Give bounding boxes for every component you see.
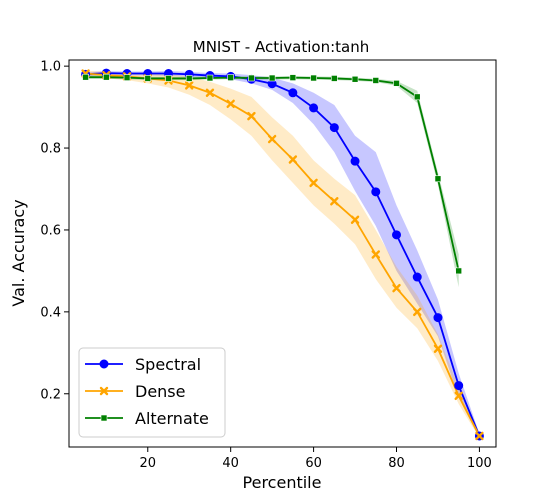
spectral-point — [350, 156, 360, 166]
chart-title: MNIST - Activation:tanh — [193, 38, 369, 56]
spectral-point — [412, 272, 422, 282]
alternate-point — [351, 75, 359, 83]
dense-point — [185, 81, 194, 90]
y-tick-label: 0.6 — [40, 223, 61, 238]
alternate-point — [268, 74, 276, 82]
dense-point — [205, 88, 215, 97]
alternate-point — [123, 74, 131, 81]
dense-point — [475, 431, 484, 441]
alternate-point — [82, 73, 89, 81]
alternate-point — [372, 77, 380, 84]
x-axis-label: Percentile — [243, 473, 322, 492]
x-tick-label: 60 — [305, 456, 322, 471]
alternate-legend-label: Alternate — [135, 409, 209, 428]
spectral-point — [392, 230, 402, 240]
dense-point — [288, 155, 298, 164]
alternate-point — [165, 75, 172, 82]
spectral-point — [288, 88, 298, 98]
spectral-point — [309, 103, 319, 113]
y-tick-label: 1.0 — [40, 60, 61, 75]
spectral-legend-label: Spectral — [135, 355, 201, 374]
alternate-point — [331, 75, 338, 82]
dense-confidence-band — [85, 70, 480, 438]
dense-point — [350, 215, 360, 224]
y-tick-label: 0.2 — [40, 387, 61, 402]
y-axis: 0.2 0.4 0.6 0.8 1.0 — [40, 60, 69, 402]
spectral-point — [433, 313, 443, 323]
alternate-point — [455, 267, 462, 275]
alternate-point — [289, 74, 297, 81]
dense-point — [371, 250, 380, 259]
x-tick-label: 20 — [139, 456, 156, 471]
alternate-point — [393, 80, 400, 87]
dense-point — [413, 307, 422, 317]
alternate-point — [227, 74, 234, 81]
dense-legend-marker — [99, 386, 109, 396]
alternate-point — [144, 75, 152, 82]
legend: Spectral Dense Alternate — [78, 347, 226, 438]
y-axis-label: Val. Accuracy — [9, 199, 28, 306]
dense-point — [247, 111, 256, 121]
alternate-point — [206, 74, 214, 82]
dense-point — [267, 134, 277, 144]
y-tick-label: 0.8 — [40, 142, 61, 157]
dense-legend-label: Dense — [135, 382, 185, 401]
alternate-point — [185, 75, 193, 82]
dense-point — [309, 178, 318, 188]
alternate-markers — [82, 73, 462, 275]
spectral-confidence-band — [85, 71, 480, 438]
dense-point — [226, 99, 235, 109]
x-tick-label: 40 — [222, 456, 239, 471]
alternate-point — [103, 73, 110, 81]
dense-point — [392, 283, 401, 293]
spectral-point — [329, 123, 339, 133]
spectral-point — [371, 187, 381, 197]
alternate-point — [310, 74, 317, 82]
x-tick-label: 100 — [467, 456, 492, 471]
dense-point — [433, 344, 443, 353]
alternate-legend-marker — [100, 414, 108, 422]
alternate-point — [413, 93, 421, 101]
plot-frame — [68, 59, 497, 448]
dense-point — [330, 197, 339, 206]
plot-area — [81, 68, 484, 441]
x-axis: 20 40 60 80 100 — [139, 447, 492, 471]
alternate-point — [434, 175, 442, 183]
y-tick-label: 0.4 — [40, 305, 61, 320]
alternate-point — [248, 74, 255, 82]
spectral-point — [454, 381, 464, 391]
legend-box — [78, 347, 226, 438]
dense-point — [454, 391, 463, 401]
spectral-legend-marker — [99, 359, 109, 369]
x-tick-label: 80 — [388, 456, 405, 471]
